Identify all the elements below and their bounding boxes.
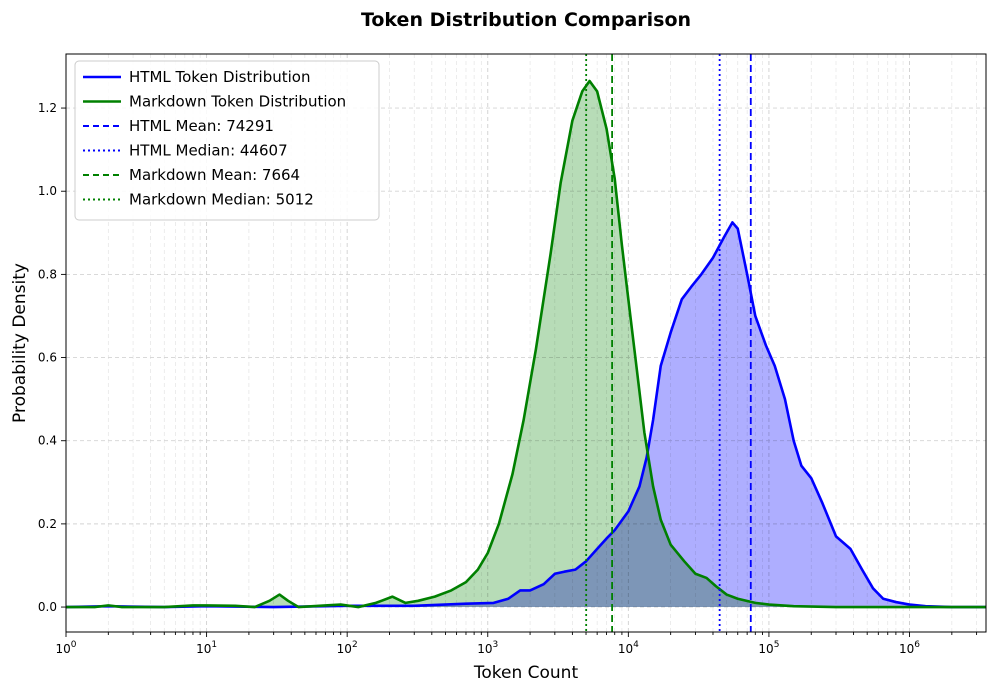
x-axis-label: Token Count [473, 663, 579, 683]
reference-lines [585, 54, 752, 632]
y-tick-label: 0.2 [38, 517, 57, 531]
y-tick-label: 0.8 [38, 267, 57, 281]
x-tick-label: 103 [477, 640, 498, 656]
y-axis-ticks: 0.0 0.2 0.4 0.6 0.8 1.0 1.2 [38, 101, 66, 614]
markdown-density-area [66, 81, 986, 608]
chart-title: Token Distribution Comparison [361, 9, 691, 31]
plot-area-frame [65, 53, 987, 633]
y-tick-label: 0.0 [38, 600, 57, 614]
legend-label-html-distribution: HTML Token Distribution [129, 68, 310, 86]
legend-box [74, 60, 380, 221]
x-axis-ticks: 100 101 102 103 104 105 106 [55, 632, 978, 656]
y-tick-label: 1.2 [38, 101, 57, 115]
x-tick-label: 100 [55, 640, 76, 656]
y-axis-label: Probability Density [10, 263, 30, 423]
markdown-density-line [66, 79, 986, 609]
html-density-line [65, 221, 986, 609]
legend-label-markdown-median: Markdown Median: 5012 [129, 191, 314, 209]
y-tick-label: 0.4 [38, 434, 57, 448]
x-tick-label: 101 [196, 640, 217, 656]
legend-label-html-mean: HTML Mean: 74291 [129, 117, 274, 135]
x-tick-label: 104 [618, 640, 639, 656]
density-lines [65, 79, 986, 609]
y-tick-label: 0.6 [38, 351, 57, 365]
legend-label-markdown-mean: Markdown Mean: 7664 [129, 166, 300, 184]
y-tick-label: 1.0 [38, 184, 57, 198]
x-tick-label: 105 [758, 640, 779, 656]
x-tick-label: 106 [899, 640, 920, 656]
x-tick-label: 102 [337, 640, 358, 656]
legend-label-markdown-distribution: Markdown Token Distribution [129, 93, 346, 111]
legend: HTML Token Distribution Markdown Token Di… [74, 60, 380, 221]
legend-label-html-median: HTML Median: 44607 [129, 142, 288, 160]
